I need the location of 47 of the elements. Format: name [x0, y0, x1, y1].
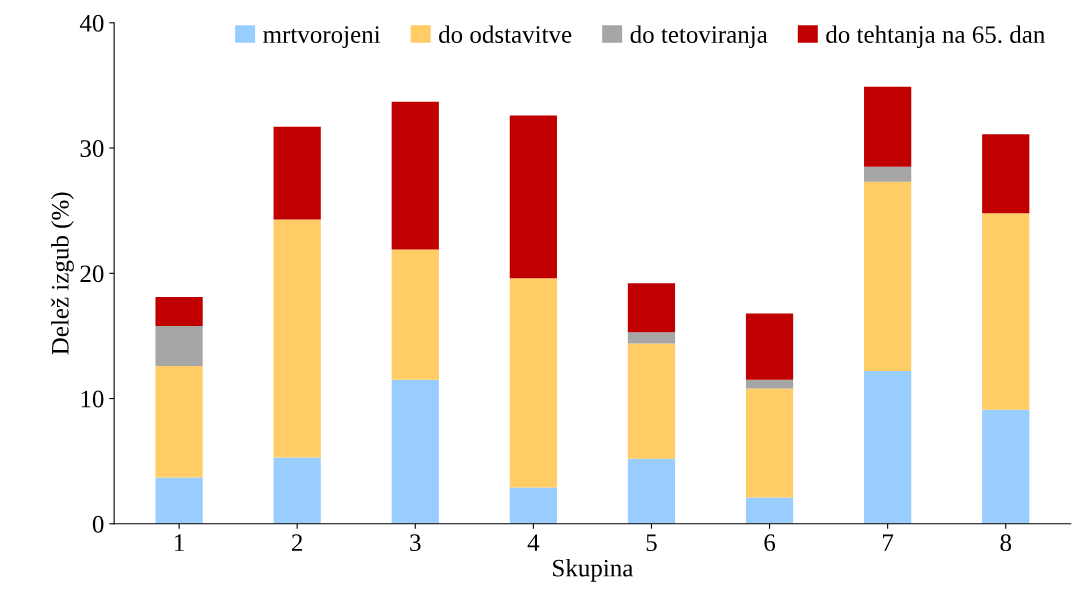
bar [745, 497, 794, 524]
bar [864, 370, 912, 524]
y-axis-title: Delež izgub (%) [51, 192, 74, 355]
legend-label: mrtvorojeni [263, 26, 381, 49]
bar [273, 126, 321, 220]
y-tick-label: 0 [92, 515, 104, 533]
bar [273, 457, 321, 524]
legend-label: do tehtanja na 65. dan [826, 25, 1045, 49]
bar [982, 409, 1030, 524]
bar [155, 325, 203, 366]
bar [864, 181, 912, 371]
x-tick-label: 5 [646, 534, 657, 552]
bar [745, 313, 794, 380]
bar [864, 86, 912, 167]
bar [391, 101, 439, 250]
y-tick-label: 20 [80, 265, 104, 283]
bar [745, 388, 794, 498]
x-tick-label: 4 [527, 534, 540, 551]
bar [745, 379, 794, 389]
y-tick-label: 10 [81, 390, 104, 408]
bar [627, 332, 676, 344]
bar [864, 166, 912, 182]
legend-label: do tetoviranja [630, 25, 768, 49]
bar [391, 249, 439, 380]
x-tick-label: 2 [292, 534, 303, 551]
bar [627, 283, 676, 333]
x-axis-title: Skupina [553, 558, 634, 582]
y-tick-label: 30 [80, 140, 104, 157]
bar [509, 115, 557, 279]
x-tick-label: 7 [883, 534, 894, 551]
bar [273, 219, 321, 458]
bar [155, 297, 203, 326]
bar [982, 134, 1030, 214]
bar [391, 379, 439, 524]
bar [509, 278, 557, 488]
bar [627, 343, 676, 459]
x-tick-label: 1 [175, 534, 184, 551]
x-tick-label: 6 [764, 534, 776, 552]
bar [627, 458, 676, 524]
bar [155, 477, 203, 524]
x-tick-label: 3 [410, 534, 421, 552]
bar [509, 487, 557, 524]
x-tick-label: 8 [1000, 534, 1012, 552]
legend-label: do odstavitve [439, 25, 572, 44]
bar [155, 365, 203, 478]
y-tick-label: 40 [79, 14, 104, 32]
bar [982, 213, 1030, 410]
